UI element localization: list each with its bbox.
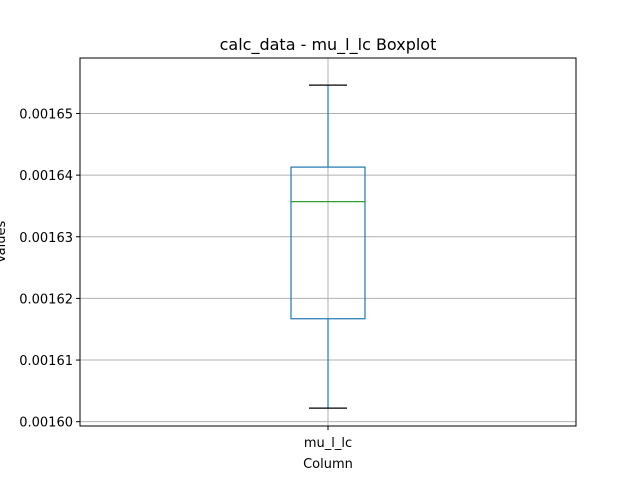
tick-layer: 0.00160 0.00161 0.00162 0.00163 0.00164 0.001… <box>19 107 352 451</box>
box-layer <box>290 84 366 409</box>
y-tick-label: 0.00162 <box>19 292 73 307</box>
y-tick-label: 0.00160 <box>19 416 73 431</box>
x-axis-label: Column <box>303 457 353 472</box>
y-tick-label: 0.00165 <box>19 107 73 122</box>
y-tick-label: 0.00161 <box>19 354 73 369</box>
chart-title: calc_data - mu_l_lc Boxplot <box>220 35 437 55</box>
iqr-box <box>290 166 366 320</box>
x-tick-label: mu_l_lc <box>304 436 352 451</box>
y-axis-label: Values <box>0 221 9 264</box>
y-tick-label: 0.00164 <box>19 169 73 184</box>
y-tick-label: 0.00163 <box>19 231 73 246</box>
